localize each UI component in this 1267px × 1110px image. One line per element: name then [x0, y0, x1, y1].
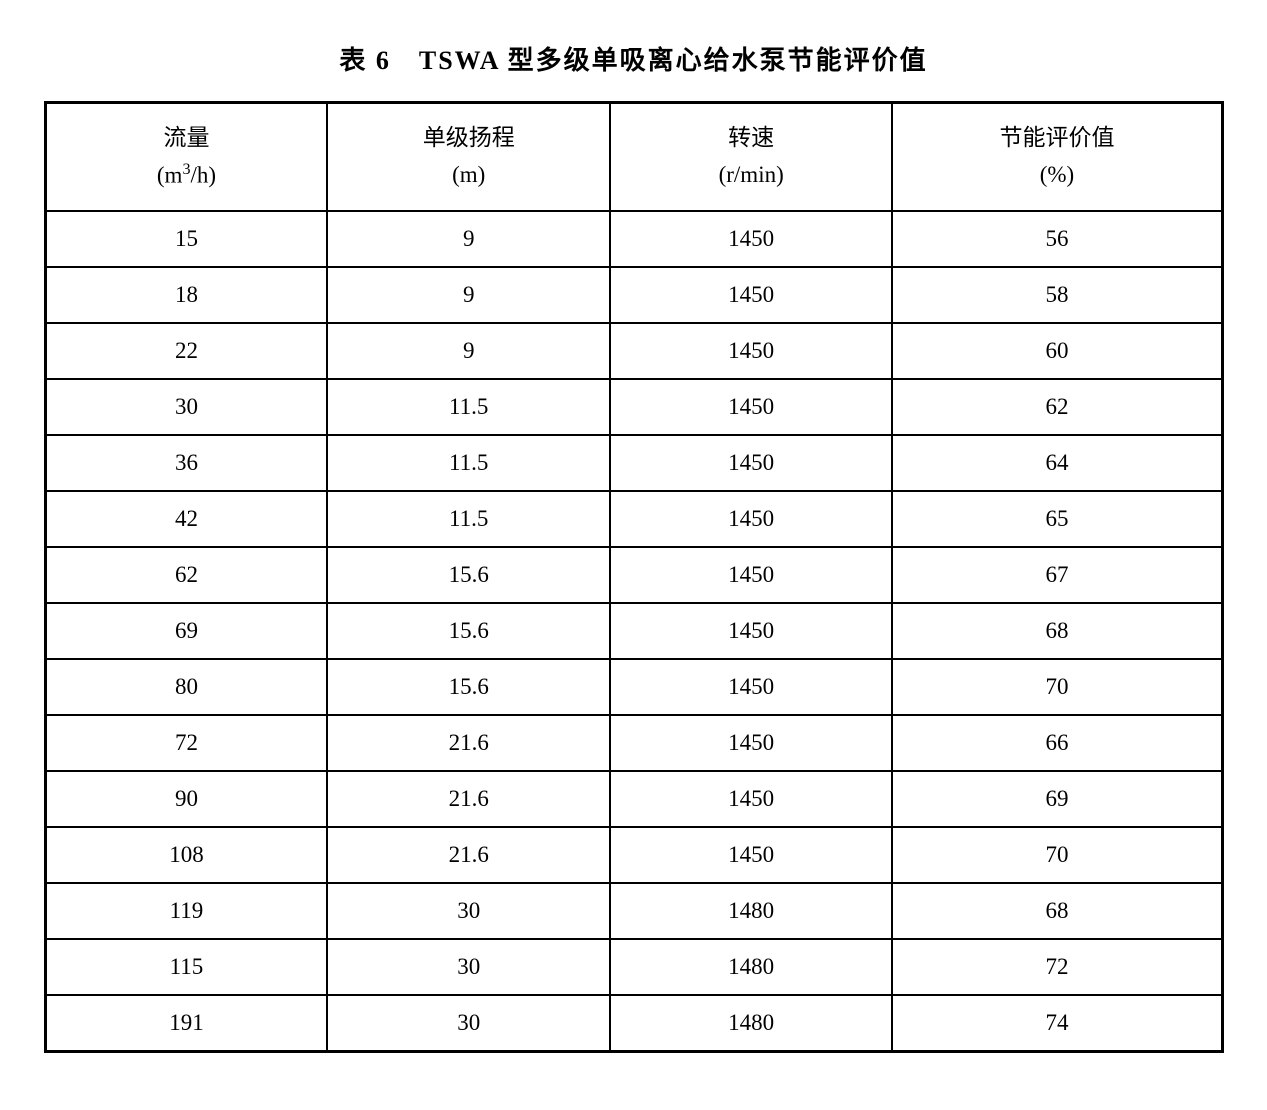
header-cell-efficiency: 节能评价值 (%)	[892, 103, 1222, 212]
cell-speed: 1450	[610, 547, 892, 603]
table-body: 159145056 189145058 229145060 3011.51450…	[45, 211, 1222, 1052]
cell-efficiency: 66	[892, 715, 1222, 771]
cell-flow: 18	[45, 267, 327, 323]
cell-head: 21.6	[327, 771, 609, 827]
cell-flow: 30	[45, 379, 327, 435]
cell-flow: 80	[45, 659, 327, 715]
cell-head: 30	[327, 995, 609, 1052]
cell-efficiency: 70	[892, 827, 1222, 883]
cell-efficiency: 64	[892, 435, 1222, 491]
cell-head: 30	[327, 939, 609, 995]
cell-flow: 191	[45, 995, 327, 1052]
cell-efficiency: 56	[892, 211, 1222, 267]
cell-flow: 69	[45, 603, 327, 659]
cell-efficiency: 70	[892, 659, 1222, 715]
cell-speed: 1450	[610, 267, 892, 323]
table-row: 4211.5145065	[45, 491, 1222, 547]
table-row: 6915.6145068	[45, 603, 1222, 659]
header-cell-flow: 流量 (m3/h)	[45, 103, 327, 212]
table-row: 159145056	[45, 211, 1222, 267]
table-row: 19130148074	[45, 995, 1222, 1052]
header-label: 转速	[619, 120, 883, 157]
cell-flow: 119	[45, 883, 327, 939]
header-unit: (%)	[901, 157, 1212, 194]
table-row: 11930148068	[45, 883, 1222, 939]
header-label: 流量	[55, 120, 319, 157]
cell-head: 21.6	[327, 715, 609, 771]
table-title: 表 6 TSWA 型多级单吸离心给水泵节能评价值	[44, 40, 1224, 77]
header-unit: (r/min)	[619, 157, 883, 194]
cell-efficiency: 74	[892, 995, 1222, 1052]
header-cell-speed: 转速 (r/min)	[610, 103, 892, 212]
cell-head: 15.6	[327, 547, 609, 603]
cell-flow: 62	[45, 547, 327, 603]
table-row: 10821.6145070	[45, 827, 1222, 883]
cell-efficiency: 65	[892, 491, 1222, 547]
header-label: 节能评价值	[901, 120, 1212, 157]
table-row: 229145060	[45, 323, 1222, 379]
cell-head: 15.6	[327, 659, 609, 715]
cell-flow: 90	[45, 771, 327, 827]
cell-efficiency: 72	[892, 939, 1222, 995]
table-row: 7221.6145066	[45, 715, 1222, 771]
pump-efficiency-table: 流量 (m3/h) 单级扬程 (m) 转速 (r/min) 节能评价值 (%) …	[44, 101, 1224, 1053]
cell-speed: 1450	[610, 435, 892, 491]
cell-head: 11.5	[327, 435, 609, 491]
cell-flow: 15	[45, 211, 327, 267]
cell-efficiency: 60	[892, 323, 1222, 379]
cell-efficiency: 68	[892, 883, 1222, 939]
cell-flow: 115	[45, 939, 327, 995]
cell-head: 11.5	[327, 491, 609, 547]
cell-speed: 1450	[610, 211, 892, 267]
table-row: 3011.5145062	[45, 379, 1222, 435]
table-row: 9021.6145069	[45, 771, 1222, 827]
table-row: 8015.6145070	[45, 659, 1222, 715]
table-row: 11530148072	[45, 939, 1222, 995]
cell-flow: 42	[45, 491, 327, 547]
cell-efficiency: 67	[892, 547, 1222, 603]
table-header: 流量 (m3/h) 单级扬程 (m) 转速 (r/min) 节能评价值 (%)	[45, 103, 1222, 212]
cell-head: 11.5	[327, 379, 609, 435]
table-row: 189145058	[45, 267, 1222, 323]
cell-flow: 36	[45, 435, 327, 491]
table-container: 表 6 TSWA 型多级单吸离心给水泵节能评价值 流量 (m3/h) 单级扬程 …	[44, 40, 1224, 1053]
cell-speed: 1480	[610, 995, 892, 1052]
header-label: 单级扬程	[336, 120, 600, 157]
cell-speed: 1450	[610, 603, 892, 659]
cell-head: 30	[327, 883, 609, 939]
cell-flow: 22	[45, 323, 327, 379]
cell-speed: 1450	[610, 379, 892, 435]
cell-head: 9	[327, 211, 609, 267]
cell-speed: 1480	[610, 939, 892, 995]
cell-speed: 1450	[610, 323, 892, 379]
cell-efficiency: 62	[892, 379, 1222, 435]
cell-speed: 1450	[610, 715, 892, 771]
table-row: 6215.6145067	[45, 547, 1222, 603]
cell-efficiency: 58	[892, 267, 1222, 323]
cell-speed: 1450	[610, 771, 892, 827]
cell-head: 9	[327, 267, 609, 323]
cell-speed: 1450	[610, 491, 892, 547]
cell-flow: 108	[45, 827, 327, 883]
cell-speed: 1450	[610, 659, 892, 715]
header-row: 流量 (m3/h) 单级扬程 (m) 转速 (r/min) 节能评价值 (%)	[45, 103, 1222, 212]
header-cell-head: 单级扬程 (m)	[327, 103, 609, 212]
cell-head: 15.6	[327, 603, 609, 659]
cell-speed: 1450	[610, 827, 892, 883]
cell-speed: 1480	[610, 883, 892, 939]
cell-efficiency: 68	[892, 603, 1222, 659]
header-unit: (m)	[336, 157, 600, 194]
cell-head: 9	[327, 323, 609, 379]
cell-head: 21.6	[327, 827, 609, 883]
cell-flow: 72	[45, 715, 327, 771]
cell-efficiency: 69	[892, 771, 1222, 827]
header-unit: (m3/h)	[55, 157, 319, 194]
table-row: 3611.5145064	[45, 435, 1222, 491]
